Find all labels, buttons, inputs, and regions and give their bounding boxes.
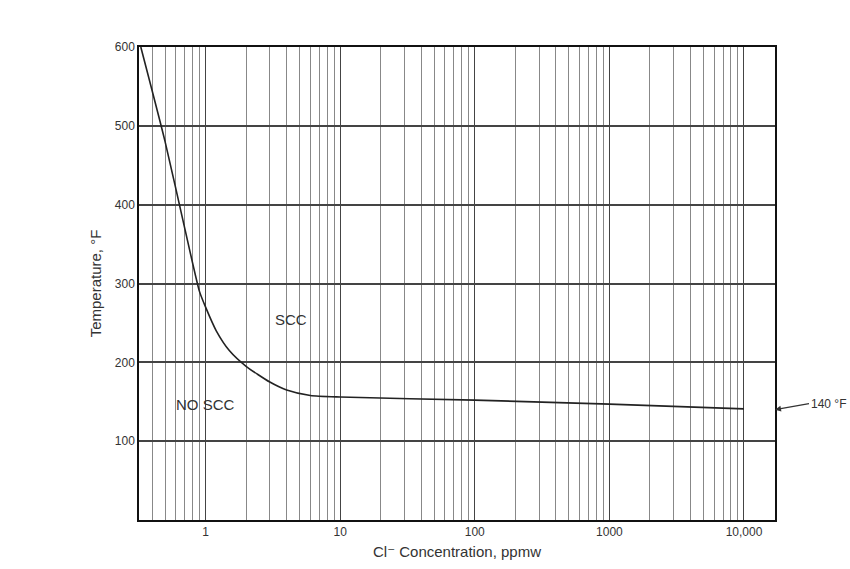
svg-text:600: 600 — [115, 40, 135, 54]
svg-text:10,000: 10,000 — [726, 525, 763, 539]
svg-text:100: 100 — [115, 434, 135, 448]
svg-text:NO SCC: NO SCC — [176, 396, 235, 413]
svg-text:10: 10 — [334, 525, 348, 539]
svg-text:100: 100 — [465, 525, 485, 539]
svg-text:400: 400 — [115, 198, 135, 212]
svg-text:1000: 1000 — [596, 525, 623, 539]
svg-text:Temperature, °F: Temperature, °F — [87, 230, 104, 338]
svg-text:Cl⁻ Concentration, ppmw: Cl⁻ Concentration, ppmw — [373, 543, 541, 560]
svg-text:500: 500 — [115, 119, 135, 133]
svg-text:300: 300 — [115, 277, 135, 291]
svg-text:1: 1 — [202, 525, 209, 539]
svg-text:SCC: SCC — [275, 311, 307, 328]
svg-text:140 °F: 140 °F — [811, 397, 846, 411]
svg-text:200: 200 — [115, 356, 135, 370]
